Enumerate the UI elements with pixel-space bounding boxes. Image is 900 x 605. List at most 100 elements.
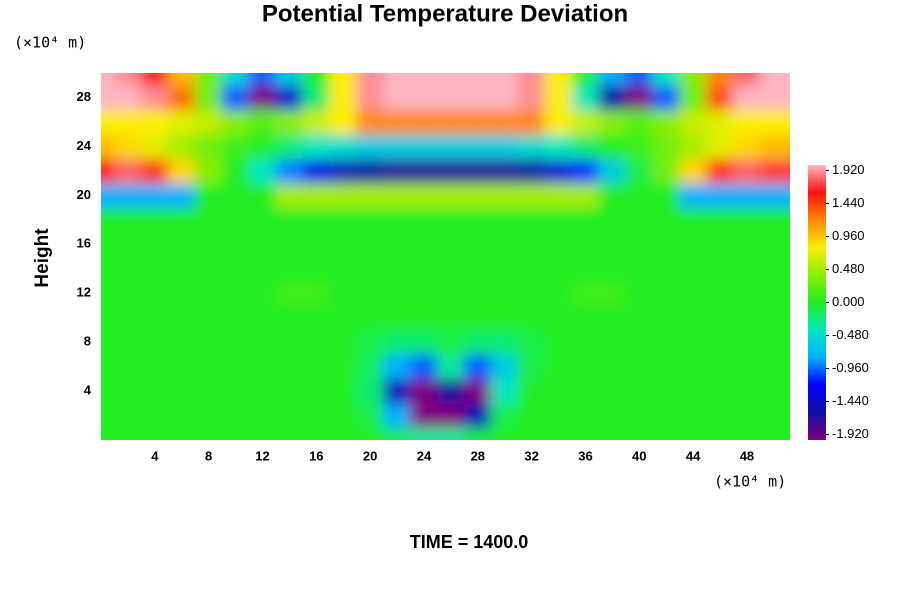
cell — [652, 133, 681, 160]
cell — [732, 109, 761, 135]
cell — [101, 73, 115, 86]
cell — [356, 109, 385, 135]
cell — [706, 231, 734, 257]
cell — [598, 207, 627, 233]
cell — [759, 207, 790, 233]
cell — [356, 427, 385, 440]
cell — [356, 207, 385, 233]
cell — [679, 304, 708, 331]
cell — [329, 353, 358, 380]
cell — [463, 158, 492, 184]
cell — [248, 109, 277, 135]
cell — [275, 182, 304, 209]
cell — [113, 73, 142, 86]
cell — [140, 256, 169, 282]
y-axis-label: Height — [32, 228, 53, 288]
cell — [329, 133, 358, 160]
cell — [329, 427, 358, 440]
cell — [517, 402, 546, 429]
cell — [383, 182, 412, 209]
cell — [329, 73, 358, 86]
y-tick-label: 24 — [77, 138, 92, 153]
cell — [329, 231, 358, 257]
x-tick-label: 32 — [524, 448, 538, 463]
cell — [302, 84, 331, 111]
cell — [410, 109, 438, 135]
cell — [101, 280, 115, 306]
cell — [759, 427, 790, 440]
cell — [410, 133, 438, 160]
cell — [248, 182, 277, 209]
colorbar-tick-label: -1.440 — [832, 393, 869, 408]
cell — [101, 158, 115, 184]
cell — [410, 329, 438, 355]
cell — [706, 84, 734, 111]
cell — [652, 329, 681, 355]
cell — [140, 402, 169, 429]
cell — [490, 353, 519, 380]
cell — [759, 280, 790, 306]
cell — [275, 402, 304, 429]
cell — [140, 207, 169, 233]
cell — [194, 353, 223, 380]
cell — [140, 182, 169, 209]
cell — [571, 182, 600, 209]
cell — [329, 84, 358, 111]
cell — [436, 280, 465, 306]
cell — [248, 402, 277, 429]
cell — [221, 207, 250, 233]
cell — [383, 427, 412, 440]
cell — [732, 182, 761, 209]
cell — [544, 133, 573, 160]
cell — [463, 73, 492, 86]
cell — [517, 378, 546, 404]
cell — [759, 304, 790, 331]
cell — [194, 109, 223, 135]
cell — [490, 231, 519, 257]
cell — [598, 353, 627, 380]
cell — [732, 402, 761, 429]
cell — [275, 427, 304, 440]
cell — [248, 256, 277, 282]
cell — [101, 427, 115, 440]
cell — [167, 353, 196, 380]
cell — [706, 280, 734, 306]
cell — [194, 231, 223, 257]
cell — [490, 109, 519, 135]
cell — [732, 133, 761, 160]
cell — [329, 280, 358, 306]
cell — [140, 329, 169, 355]
cell — [463, 402, 492, 429]
cell — [463, 329, 492, 355]
cell — [436, 329, 465, 355]
cell — [571, 353, 600, 380]
cell — [625, 280, 654, 306]
cell — [113, 353, 142, 380]
cell — [436, 256, 465, 282]
cell — [544, 304, 573, 331]
cell — [275, 280, 304, 306]
cell — [194, 378, 223, 404]
cell — [652, 182, 681, 209]
cell — [652, 280, 681, 306]
cell — [356, 256, 385, 282]
cell — [625, 353, 654, 380]
colorbar — [808, 165, 826, 440]
cell — [140, 158, 169, 184]
cell — [598, 402, 627, 429]
cell — [759, 133, 790, 160]
cell — [732, 158, 761, 184]
cell — [410, 84, 438, 111]
cell — [625, 182, 654, 209]
cell — [101, 329, 115, 355]
x-tick-label: 8 — [205, 448, 212, 463]
cell — [759, 378, 790, 404]
cell — [194, 304, 223, 331]
colorbar-tick-label: 0.000 — [832, 294, 865, 309]
cell — [167, 182, 196, 209]
cell — [101, 353, 115, 380]
cell — [517, 207, 546, 233]
cell — [140, 378, 169, 404]
cell — [544, 402, 573, 429]
